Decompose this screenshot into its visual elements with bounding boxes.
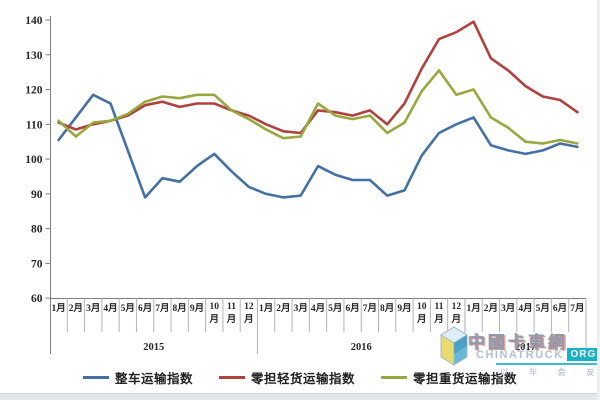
x-axis-month-label: 3月: [501, 303, 515, 314]
x-axis-month-label: 10 月: [416, 302, 427, 325]
legend-label: 整车运输指数: [114, 371, 193, 386]
x-axis-month-label: 1月: [259, 303, 273, 314]
x-axis-month-label: 9月: [190, 303, 204, 314]
y-axis-tick-label: 110: [26, 119, 43, 131]
x-axis-month-label: 10 月: [209, 302, 220, 325]
legend-item: 零担重货运输指数: [381, 368, 517, 387]
page-bottom-edge: [0, 393, 600, 400]
x-axis-year-label: 2016: [351, 342, 372, 353]
x-axis-year-label: 2015: [143, 342, 164, 353]
legend-label: 零担轻货运输指数: [250, 371, 355, 386]
y-axis-tick-label: 70: [31, 258, 43, 270]
legend-label: 零担重货运输指数: [413, 371, 518, 386]
y-axis-tick-label: 100: [25, 154, 43, 166]
legend-swatch: [218, 375, 245, 379]
x-axis-month-label: 12 月: [451, 302, 462, 325]
series-line-零担轻货运输指数: [57, 20, 579, 135]
series-line-整车运输指数: [57, 93, 579, 199]
y-axis-tick-label: 90: [31, 189, 43, 201]
x-axis-month-label: 1月: [52, 303, 66, 314]
page-right-edge: [597, 0, 600, 400]
x-axis-month-label: 11 月: [226, 302, 237, 325]
x-axis-month-label: 3月: [86, 303, 100, 314]
y-axis-tick-label: 80: [31, 224, 43, 236]
x-axis-month-label: 11 月: [433, 302, 444, 325]
y-axis-tick-label: 130: [25, 50, 43, 62]
x-axis-month-label: 5月: [121, 303, 135, 314]
series-line-零担重货运输指数: [57, 69, 579, 145]
y-axis-tick-label: 140: [25, 15, 43, 27]
chart-legend: 整车运输指数 零担轻货运输指数 零担重货运输指数: [0, 366, 600, 388]
x-axis-month-label: 1月: [466, 303, 480, 314]
x-axis-month-label: 5月: [536, 303, 550, 314]
x-axis-month-label: 9月: [397, 303, 411, 314]
legend-swatch: [82, 375, 109, 379]
x-axis-month-label: 8月: [380, 303, 394, 314]
x-axis-month-label: 7月: [570, 303, 584, 314]
x-axis-month-label: 6月: [345, 303, 359, 314]
x-axis-month-label: 12 月: [243, 302, 254, 325]
x-axis-month-label: 2月: [276, 303, 290, 314]
x-axis-month-label: 5月: [328, 303, 342, 314]
x-axis-month-label: 2月: [69, 303, 83, 314]
x-axis-month-label: 4月: [103, 303, 117, 314]
y-axis-tick-label: 120: [25, 85, 43, 97]
x-axis-month-label: 8月: [173, 303, 187, 314]
x-axis-month-label: 4月: [311, 303, 325, 314]
x-axis-month-label: 7月: [155, 303, 169, 314]
x-axis-month-label: 3月: [294, 303, 308, 314]
x-axis-month-label: 2月: [484, 303, 498, 314]
legend-item: 整车运输指数: [82, 368, 193, 387]
x-axis-month-label: 7月: [363, 303, 377, 314]
x-axis-year-label: 2017: [515, 342, 536, 353]
x-axis-month-label: 4月: [518, 303, 532, 314]
legend-swatch: [381, 375, 407, 379]
y-axis-tick-label: 60: [31, 293, 43, 305]
x-axis-month-label: 6月: [553, 303, 567, 314]
legend-item: 零担轻货运输指数: [218, 368, 355, 387]
x-axis-month-label: 6月: [138, 303, 152, 314]
